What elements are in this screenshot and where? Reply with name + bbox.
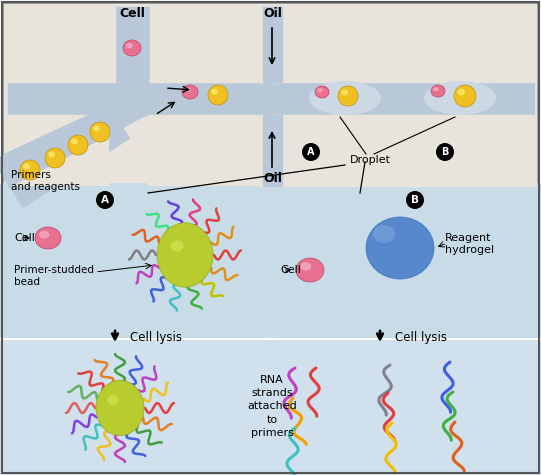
Circle shape [406,191,424,209]
Text: Cell lysis: Cell lysis [130,331,182,343]
Ellipse shape [300,262,312,271]
Ellipse shape [35,227,61,249]
Ellipse shape [454,85,476,107]
Ellipse shape [39,231,49,238]
Circle shape [302,143,320,161]
Circle shape [96,191,114,209]
Text: Droplet: Droplet [349,155,391,165]
FancyBboxPatch shape [3,3,538,190]
Text: Primer-studded
bead: Primer-studded bead [14,265,94,286]
Ellipse shape [20,160,40,180]
Ellipse shape [126,43,133,48]
Ellipse shape [157,223,213,287]
Text: B: B [441,147,448,157]
FancyBboxPatch shape [264,340,541,475]
Ellipse shape [71,139,78,144]
Ellipse shape [108,395,118,405]
Ellipse shape [184,87,191,92]
Polygon shape [8,87,148,188]
Ellipse shape [338,86,358,106]
Ellipse shape [208,85,228,105]
Ellipse shape [366,217,434,279]
FancyBboxPatch shape [0,183,278,338]
Text: Cell lysis: Cell lysis [395,331,447,343]
Text: A: A [101,195,109,205]
Text: A: A [307,147,315,157]
Bar [270,82,535,115]
Text: Cell: Cell [280,265,301,275]
Circle shape [436,143,454,161]
Ellipse shape [45,148,65,168]
Ellipse shape [96,380,144,436]
Ellipse shape [170,240,183,251]
Ellipse shape [309,81,381,115]
Ellipse shape [433,87,439,91]
Ellipse shape [373,225,395,243]
Ellipse shape [341,89,348,95]
Ellipse shape [317,88,322,92]
Ellipse shape [182,85,198,99]
Polygon shape [0,92,130,209]
Ellipse shape [457,89,465,95]
Ellipse shape [315,86,329,98]
Ellipse shape [23,163,30,170]
Text: Cell: Cell [14,233,35,243]
Ellipse shape [90,122,110,142]
Text: B: B [411,195,419,205]
Ellipse shape [68,135,88,155]
Ellipse shape [48,152,55,158]
FancyBboxPatch shape [0,340,278,475]
Ellipse shape [424,81,496,115]
Ellipse shape [211,88,218,95]
Text: Cell: Cell [119,7,145,20]
Text: RNA
strands
attached
to
primers: RNA strands attached to primers [247,375,297,438]
FancyBboxPatch shape [264,183,541,338]
Text: Oil: Oil [263,7,282,20]
Text: Primers
and reagents: Primers and reagents [11,170,80,191]
Ellipse shape [431,85,445,97]
Ellipse shape [296,258,324,282]
Text: Reagent
hydrogel: Reagent hydrogel [445,233,494,255]
Text: Oil: Oil [263,172,282,185]
Ellipse shape [123,40,141,56]
Ellipse shape [93,125,100,132]
